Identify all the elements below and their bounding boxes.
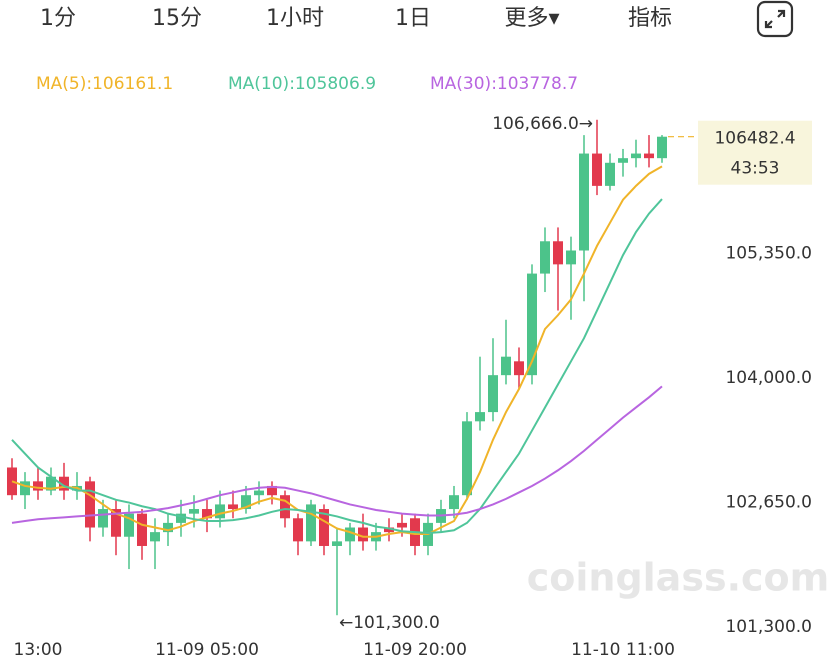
- x-tick-label: 13:00: [14, 640, 63, 660]
- candle-body: [514, 361, 524, 376]
- candle-body: [579, 153, 589, 251]
- candle-body: [33, 481, 43, 491]
- x-tick-label: 11-09 05:00: [155, 640, 259, 660]
- y-tick-label: 101,300.0: [725, 617, 812, 637]
- expand-icon[interactable]: [756, 0, 794, 38]
- candle-body: [332, 541, 342, 546]
- candle-body: [488, 375, 498, 413]
- legend-entry: MA(5):106161.1: [36, 74, 173, 94]
- y-tick-label: 102,650.0: [725, 493, 812, 513]
- tab[interactable]: 1分: [40, 6, 76, 31]
- tab[interactable]: 1日: [395, 6, 431, 31]
- candle-body: [85, 481, 95, 528]
- candle-body: [592, 153, 602, 186]
- candle-body: [527, 273, 537, 376]
- candle-body: [540, 241, 550, 274]
- candle-body: [111, 509, 121, 537]
- candle-body: [475, 412, 485, 422]
- legend-entry: MA(30):103778.7: [430, 74, 578, 94]
- candle-body: [254, 490, 264, 496]
- y-tick-label: 105,350.0: [725, 243, 812, 263]
- tab[interactable]: 1小时: [266, 6, 324, 31]
- candle-body: [293, 518, 303, 542]
- ma-line: [11, 198, 663, 535]
- price-box: [698, 120, 812, 185]
- x-tick-label: 11-10 11:00: [571, 640, 675, 660]
- tab[interactable]: 15分: [152, 6, 202, 31]
- candle-body: [150, 532, 160, 542]
- candle-body: [384, 527, 394, 533]
- candle-body: [124, 513, 134, 537]
- candle-body: [280, 495, 290, 519]
- watermark: coinglass.com: [527, 556, 828, 600]
- candle-body: [501, 356, 511, 376]
- candle-body: [20, 481, 30, 496]
- legend-entry: MA(10):105806.9: [228, 74, 376, 94]
- ma-line: [11, 385, 663, 524]
- candle-body: [189, 509, 199, 514]
- tab[interactable]: 更多▾: [504, 6, 559, 31]
- candle-body: [267, 485, 277, 496]
- candle-body: [644, 153, 654, 159]
- y-tick-label: 104,000.0: [725, 368, 812, 388]
- icon-frame: [756, 0, 794, 38]
- icon-arrows: [764, 9, 786, 29]
- candle-body: [59, 476, 69, 491]
- candle-body: [553, 241, 563, 265]
- candle-body: [202, 509, 212, 519]
- candle-body: [137, 513, 147, 546]
- candle-body: [163, 522, 173, 533]
- x-tick-label: 11-09 20:00: [363, 640, 467, 660]
- candle-body: [228, 504, 238, 510]
- candle-body: [605, 162, 615, 186]
- high-annotation: 106,666.0→: [492, 114, 593, 134]
- candle-body: [215, 504, 225, 519]
- candle-body: [657, 136, 667, 159]
- low-annotation: ←101,300.0: [339, 613, 440, 633]
- candle-body: [462, 421, 472, 496]
- candle-body: [631, 153, 641, 159]
- candle-body: [176, 513, 186, 523]
- tab[interactable]: 指标: [628, 6, 672, 31]
- candle-body: [618, 158, 628, 163]
- ma-line: [11, 165, 663, 538]
- candle-body: [306, 504, 316, 542]
- candle-body: [98, 509, 108, 528]
- candle-body: [345, 527, 355, 542]
- candle-body: [319, 509, 329, 546]
- countdown: 43:53: [731, 159, 780, 179]
- candle-body: [566, 250, 576, 265]
- candle-body: [449, 495, 459, 510]
- candle-body: [397, 522, 407, 528]
- candle-body: [358, 527, 368, 542]
- candle-body: [46, 476, 56, 491]
- price-label: 106482.4: [714, 129, 795, 149]
- candle-body: [241, 495, 251, 510]
